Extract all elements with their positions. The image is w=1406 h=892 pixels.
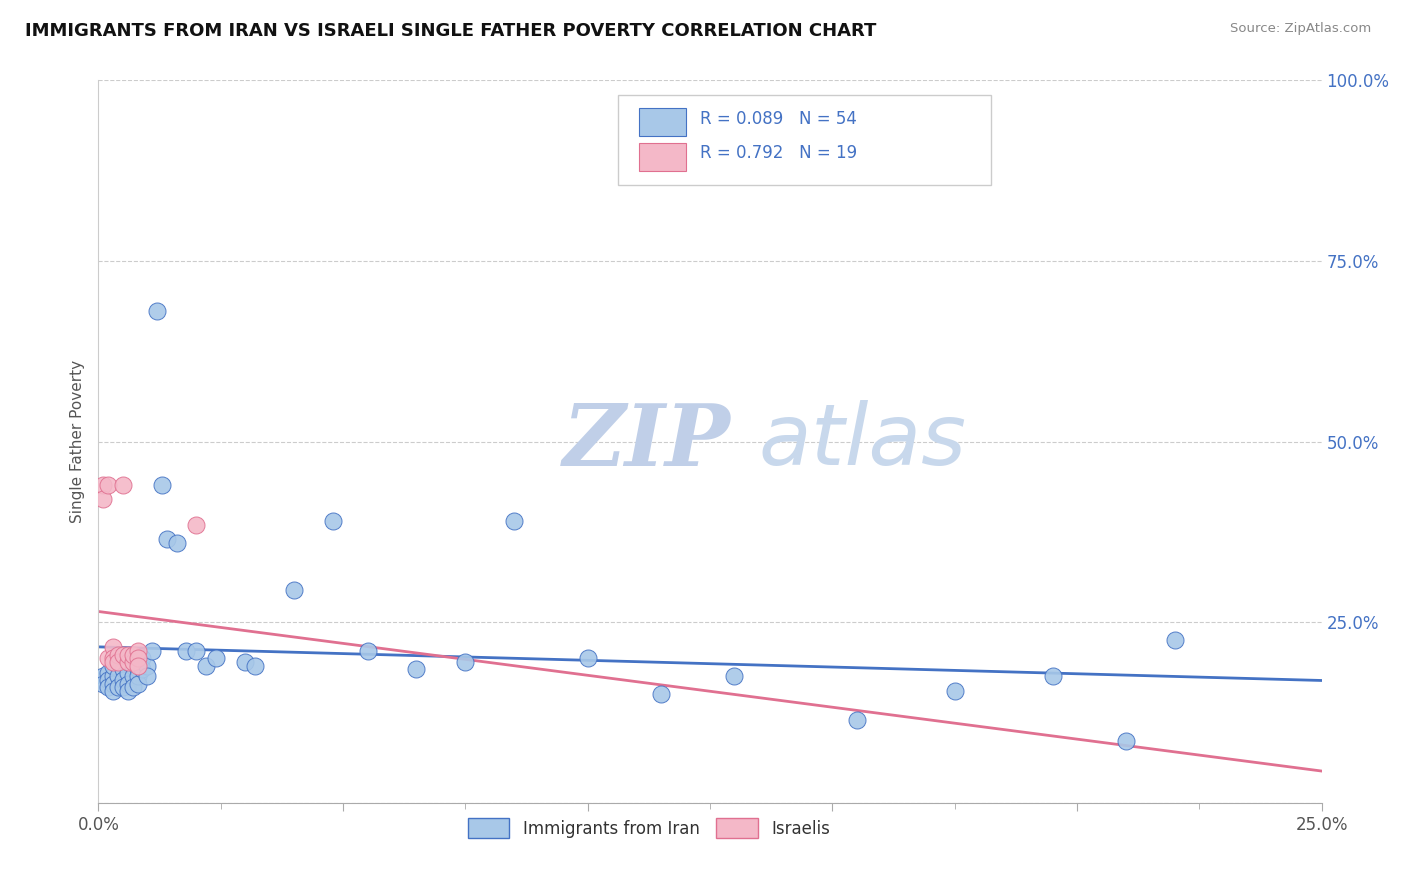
Point — [117, 655, 139, 669]
Point — [943, 683, 966, 698]
Point — [127, 669, 149, 683]
Point — [121, 648, 143, 662]
Text: R = 0.089   N = 54: R = 0.089 N = 54 — [700, 110, 858, 128]
Point — [121, 680, 143, 694]
Point — [107, 655, 129, 669]
Point — [127, 676, 149, 690]
Point — [107, 680, 129, 694]
Point — [156, 532, 179, 546]
Point — [576, 651, 599, 665]
Point — [117, 655, 139, 669]
Point — [723, 669, 745, 683]
Point — [101, 669, 124, 683]
Point — [121, 669, 143, 683]
Point — [650, 687, 672, 701]
Point — [111, 478, 134, 492]
Point — [136, 669, 159, 683]
Point — [121, 658, 143, 673]
Legend: Immigrants from Iran, Israelis: Immigrants from Iran, Israelis — [461, 812, 837, 845]
Point — [131, 662, 153, 676]
Point — [101, 658, 124, 673]
Text: atlas: atlas — [759, 400, 967, 483]
Point — [283, 582, 305, 597]
Point — [91, 669, 114, 683]
Point — [1042, 669, 1064, 683]
Point — [186, 644, 208, 658]
Point — [111, 651, 134, 665]
Point — [97, 478, 120, 492]
Point — [176, 644, 198, 658]
Point — [111, 648, 134, 662]
Point — [127, 662, 149, 676]
Point — [454, 655, 477, 669]
Point — [117, 683, 139, 698]
Point — [97, 673, 120, 687]
Point — [101, 683, 124, 698]
Point — [405, 662, 427, 676]
Point — [111, 673, 134, 687]
Point — [101, 651, 124, 665]
Point — [205, 651, 228, 665]
FancyBboxPatch shape — [640, 143, 686, 170]
FancyBboxPatch shape — [619, 95, 991, 185]
Point — [91, 492, 114, 507]
Point — [1164, 633, 1187, 648]
Point — [121, 655, 143, 669]
Point — [117, 648, 139, 662]
Point — [117, 665, 139, 680]
Point — [127, 644, 149, 658]
Point — [146, 304, 169, 318]
Text: ZIP: ZIP — [564, 400, 731, 483]
Point — [91, 676, 114, 690]
Point — [503, 514, 526, 528]
Point — [141, 644, 163, 658]
Text: Source: ZipAtlas.com: Source: ZipAtlas.com — [1230, 22, 1371, 36]
Y-axis label: Single Father Poverty: Single Father Poverty — [69, 360, 84, 523]
Point — [117, 676, 139, 690]
Text: R = 0.792   N = 19: R = 0.792 N = 19 — [700, 145, 858, 162]
Point — [107, 669, 129, 683]
Point — [356, 644, 378, 658]
Point — [127, 658, 149, 673]
Point — [1115, 734, 1137, 748]
Point — [845, 713, 868, 727]
Point — [127, 651, 149, 665]
Point — [166, 535, 188, 549]
Point — [233, 655, 256, 669]
Point — [101, 640, 124, 655]
Point — [243, 658, 266, 673]
FancyBboxPatch shape — [640, 109, 686, 136]
Point — [111, 680, 134, 694]
Point — [107, 648, 129, 662]
Point — [101, 676, 124, 690]
Point — [97, 680, 120, 694]
Point — [111, 662, 134, 676]
Point — [97, 665, 120, 680]
Point — [322, 514, 344, 528]
Point — [195, 658, 218, 673]
Text: IMMIGRANTS FROM IRAN VS ISRAELI SINGLE FATHER POVERTY CORRELATION CHART: IMMIGRANTS FROM IRAN VS ISRAELI SINGLE F… — [25, 22, 877, 40]
Point — [131, 651, 153, 665]
Point — [186, 517, 208, 532]
Point — [136, 658, 159, 673]
Point — [91, 478, 114, 492]
Point — [150, 478, 173, 492]
Point — [97, 651, 120, 665]
Point — [101, 655, 124, 669]
